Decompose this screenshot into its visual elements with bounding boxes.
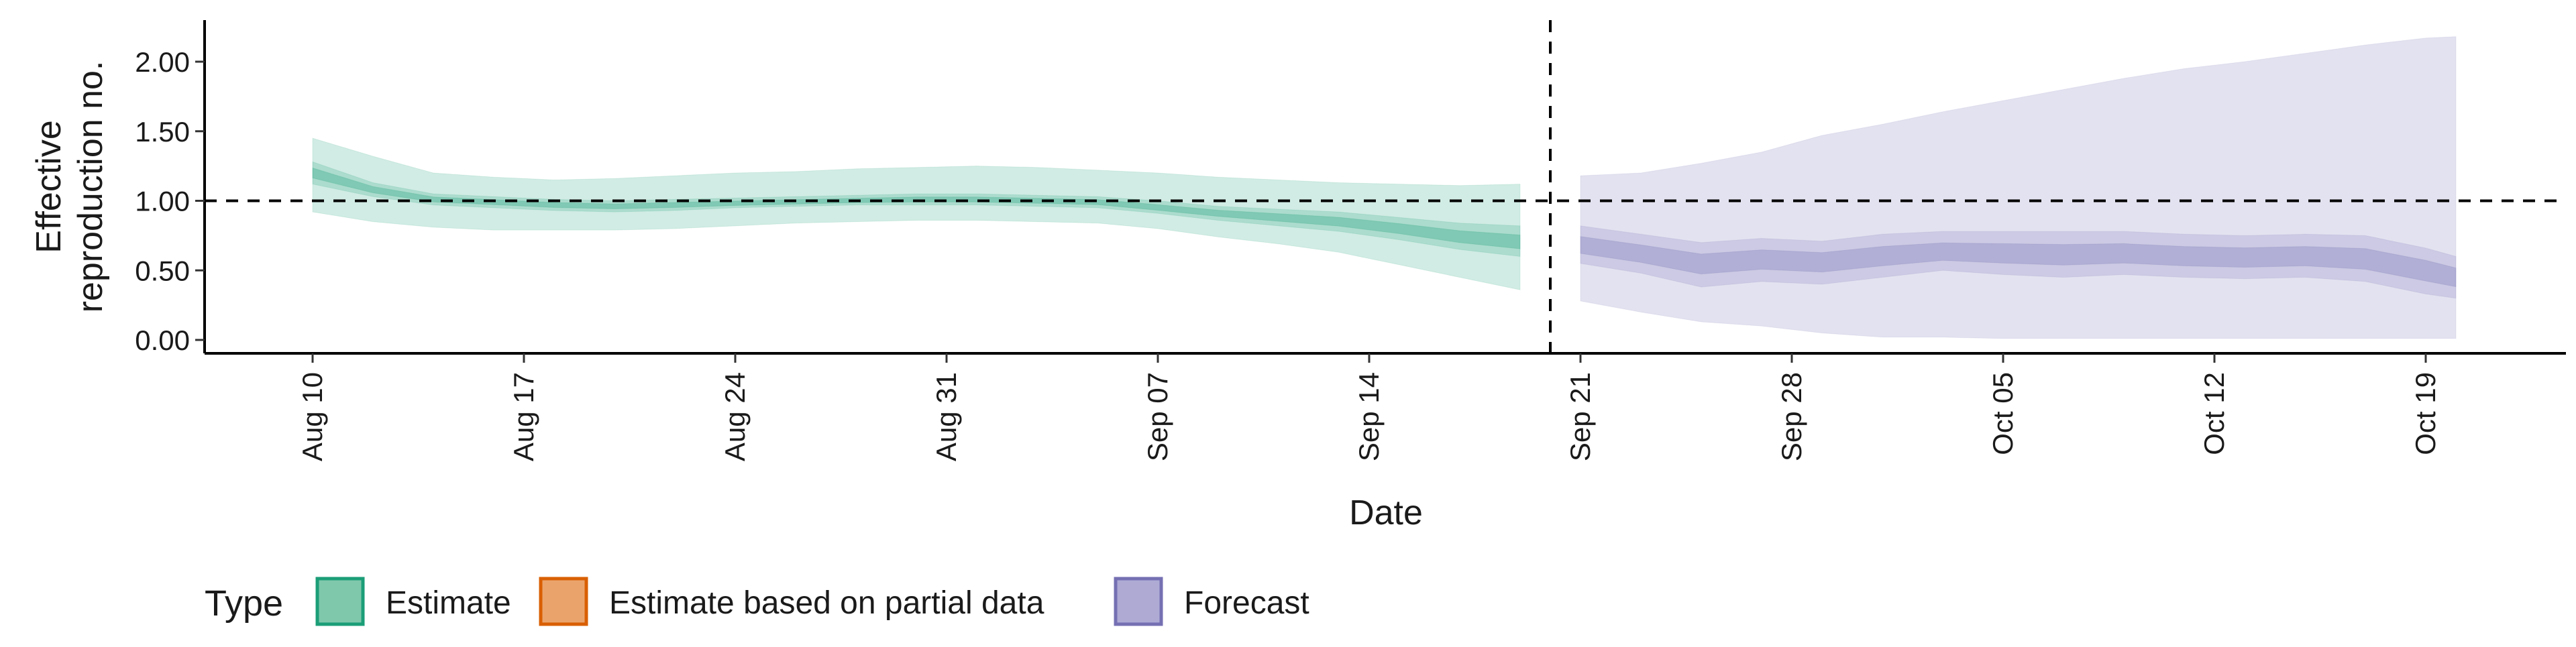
forecast-band-50 [1580, 225, 2457, 299]
legend-label-forecast: Forecast [1184, 585, 1309, 621]
plot-area [312, 36, 2457, 339]
estimate-band-inner [312, 167, 1521, 249]
y-axis-ticks: 0.00 0.50 1.00 1.50 2.00 [135, 46, 205, 356]
y-axis-title: Effectivereproduction no. [30, 61, 110, 313]
x-tick-label: Oct 12 [2198, 372, 2230, 455]
y-tick-label: 1.50 [135, 116, 190, 148]
y-tick-label: 0.00 [135, 325, 190, 356]
x-tick-label: Aug 10 [297, 372, 328, 461]
legend-label-estimate-based-on-partial-data: Estimate based on partial data [609, 585, 1044, 621]
legend-key-forecast [1114, 577, 1163, 626]
estimate-band-90 [312, 137, 1521, 290]
reference-lines [205, 20, 2566, 353]
x-axis-title: Date [1349, 493, 1423, 532]
x-tick-label: Sep 21 [1564, 372, 1596, 461]
x-tick-label: Aug 17 [508, 372, 539, 461]
y-tick-label: 2.00 [135, 46, 190, 78]
legend-label-estimate: Estimate [386, 585, 511, 621]
y-tick-label: 1.00 [135, 186, 190, 217]
x-tick-label: Aug 31 [930, 372, 962, 461]
legend-key-estimate-based-on-partial-data [539, 577, 588, 626]
x-tick-label: Oct 05 [1987, 372, 2019, 455]
y-axis-title-line-1: Effective [30, 120, 68, 253]
y-axis-title-line-2: reproduction no. [71, 61, 110, 313]
forecast-band-inner [1580, 236, 2457, 288]
estimate-band-50 [312, 161, 1521, 257]
legend-key-estimate [315, 577, 365, 626]
forecast-band-90 [1580, 36, 2457, 339]
y-tick-label: 0.50 [135, 255, 190, 286]
x-tick-label: Oct 19 [2410, 372, 2441, 455]
x-tick-label: Sep 14 [1353, 372, 1385, 461]
axes [203, 20, 2566, 355]
x-tick-label: Sep 07 [1142, 372, 1173, 461]
legend: Type Estimate Estimate based on partial d… [205, 577, 1309, 626]
x-tick-label: Sep 28 [1776, 372, 1807, 461]
x-tick-label: Aug 24 [719, 372, 751, 461]
x-axis-ticks: Aug 10 Aug 17 Aug 24 Aug 31 Sep 07 Sep 14 Sep … [297, 353, 2441, 461]
legend-title: Type [205, 583, 283, 624]
